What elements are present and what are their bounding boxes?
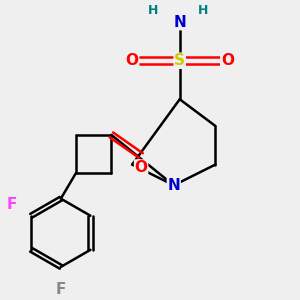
Text: F: F <box>56 282 66 297</box>
Text: H: H <box>148 4 158 17</box>
Text: F: F <box>7 197 17 212</box>
Text: N: N <box>173 15 186 30</box>
Text: N: N <box>167 178 180 193</box>
Text: S: S <box>174 53 185 68</box>
Text: O: O <box>221 53 234 68</box>
Text: O: O <box>126 53 139 68</box>
Text: O: O <box>135 160 148 175</box>
Text: H: H <box>198 4 209 17</box>
